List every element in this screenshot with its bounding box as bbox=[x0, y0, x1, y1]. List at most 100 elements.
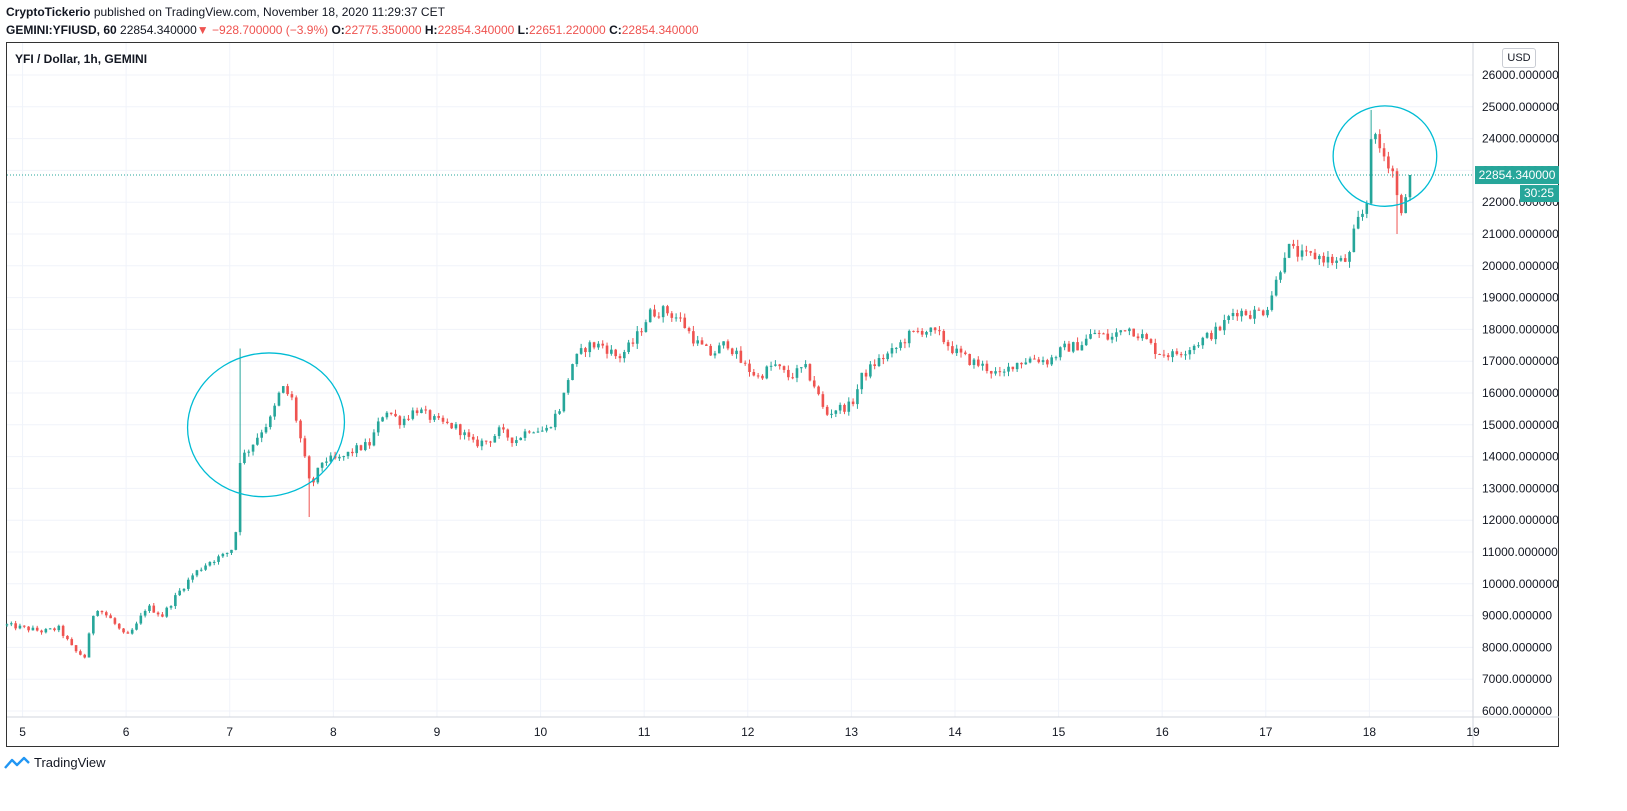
candle-body bbox=[1274, 279, 1278, 296]
annotations bbox=[186, 105, 1438, 498]
candle-body bbox=[398, 416, 402, 426]
candle-body bbox=[631, 342, 635, 344]
x-tick-label: 18 bbox=[1363, 725, 1377, 739]
candle-body bbox=[1054, 357, 1058, 359]
candle-body bbox=[1309, 251, 1312, 253]
candle-body bbox=[795, 368, 799, 378]
candle-body bbox=[713, 353, 717, 356]
candle-body bbox=[1171, 351, 1174, 358]
candle-body bbox=[1110, 336, 1114, 340]
candle-body bbox=[161, 614, 164, 617]
candle-body bbox=[70, 639, 74, 646]
candle-body bbox=[1015, 362, 1019, 370]
y-tick-label: 13000.000000 bbox=[1482, 481, 1559, 495]
low-value: 22651.220000 bbox=[528, 23, 606, 37]
y-tick-label: 20000.000000 bbox=[1482, 259, 1559, 273]
candle-body bbox=[402, 418, 406, 426]
candle-body bbox=[450, 422, 453, 429]
candle-body bbox=[618, 356, 622, 359]
candle-body bbox=[1391, 168, 1395, 172]
candle-body bbox=[1076, 342, 1079, 351]
candle-body bbox=[1136, 336, 1140, 339]
candle-body bbox=[458, 424, 462, 436]
last-price-label: 22854.340000 bbox=[1479, 168, 1556, 182]
candle-body bbox=[368, 442, 371, 446]
candle-body bbox=[830, 413, 833, 415]
candle-body bbox=[1188, 350, 1192, 355]
author-name[interactable]: CryptoTickerio bbox=[6, 5, 91, 19]
currency-button[interactable]: USD bbox=[1502, 48, 1536, 68]
candle-body bbox=[27, 626, 30, 631]
candle-body bbox=[946, 342, 950, 347]
candle-body bbox=[1292, 243, 1295, 247]
candle-body bbox=[1020, 362, 1023, 365]
candle-body bbox=[1361, 213, 1364, 217]
candle-body bbox=[787, 369, 790, 378]
footer-brand[interactable]: TradingView bbox=[4, 755, 106, 770]
candle-body bbox=[169, 606, 173, 608]
candle-body bbox=[648, 309, 652, 323]
candle-body bbox=[187, 579, 190, 589]
low-label: L: bbox=[517, 23, 529, 37]
candle-body bbox=[692, 331, 695, 344]
x-axis: 5 6 7 8 9 10 11 12 13 14 15 16 17 18 19 bbox=[19, 725, 1480, 739]
candle-body bbox=[851, 401, 855, 405]
candle-body bbox=[588, 342, 592, 353]
candle-body bbox=[139, 615, 143, 624]
candle-body bbox=[1356, 216, 1360, 229]
candle-body bbox=[1335, 260, 1338, 263]
candle-body bbox=[338, 456, 341, 459]
candle-body bbox=[549, 427, 553, 429]
candle-body bbox=[528, 431, 531, 433]
candle-body bbox=[433, 416, 436, 420]
candle-body bbox=[251, 444, 255, 452]
publish-info: CryptoTickerio published on TradingView.… bbox=[6, 5, 445, 19]
candle-body bbox=[925, 331, 928, 335]
candle-body bbox=[1119, 330, 1123, 333]
candle-body bbox=[1279, 272, 1282, 280]
candle-body bbox=[1240, 310, 1243, 317]
candle-body bbox=[35, 627, 39, 631]
candle-body bbox=[674, 317, 678, 319]
candle-body bbox=[942, 331, 946, 343]
candle-body bbox=[152, 605, 156, 613]
candle-body bbox=[1106, 333, 1110, 340]
y-tick-label: 14000.000000 bbox=[1482, 450, 1559, 464]
candle-body bbox=[1404, 197, 1407, 214]
candle-body bbox=[1007, 366, 1010, 372]
y-tick-label: 16000.000000 bbox=[1482, 386, 1559, 400]
candle-body bbox=[1162, 354, 1166, 356]
candle-body bbox=[558, 411, 561, 414]
candle-body bbox=[951, 346, 954, 354]
candle-body bbox=[873, 364, 876, 367]
candle-body bbox=[100, 610, 104, 613]
candle-body bbox=[981, 363, 984, 366]
candle-body bbox=[1339, 258, 1343, 261]
candle-body bbox=[886, 353, 889, 360]
candle-body bbox=[661, 306, 665, 318]
candle-body bbox=[117, 623, 121, 629]
y-tick-label: 25000.000000 bbox=[1482, 100, 1559, 114]
candle-body bbox=[519, 437, 523, 441]
candle-body bbox=[540, 430, 544, 432]
high-label: H: bbox=[424, 23, 438, 37]
x-tick-label: 5 bbox=[19, 725, 26, 739]
candle-body bbox=[294, 397, 298, 421]
candle-body bbox=[351, 451, 354, 454]
candle-body bbox=[325, 461, 328, 463]
publish-date: published on TradingView.com, November 1… bbox=[93, 5, 445, 19]
x-tick-label: 9 bbox=[434, 725, 441, 739]
candle-body bbox=[899, 342, 902, 348]
candle-body bbox=[208, 561, 212, 566]
candle-body bbox=[640, 331, 643, 333]
candle-body bbox=[769, 365, 773, 367]
candle-body bbox=[791, 377, 794, 379]
candle-body bbox=[799, 367, 803, 369]
candle-body bbox=[126, 632, 130, 634]
candle-body bbox=[247, 451, 251, 453]
x-tick-label: 17 bbox=[1259, 725, 1273, 739]
candle-body bbox=[48, 628, 52, 630]
candle-body bbox=[730, 348, 734, 355]
candle-body bbox=[1089, 334, 1092, 339]
